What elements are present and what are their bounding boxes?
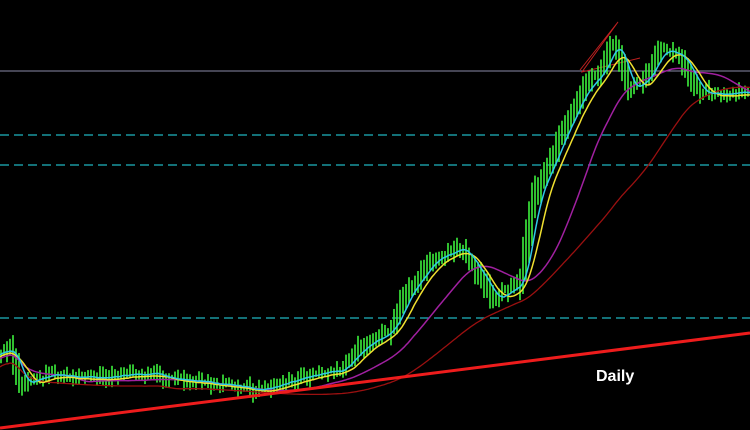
zigzag xyxy=(579,21,641,73)
ma-line xyxy=(0,48,750,391)
candles xyxy=(0,35,749,403)
ma-line xyxy=(0,67,750,392)
moving-averages xyxy=(0,48,750,396)
ma-line xyxy=(0,54,750,392)
trend-line xyxy=(0,331,750,430)
timeframe-label: Daily xyxy=(596,368,634,385)
ma-line xyxy=(0,86,750,396)
